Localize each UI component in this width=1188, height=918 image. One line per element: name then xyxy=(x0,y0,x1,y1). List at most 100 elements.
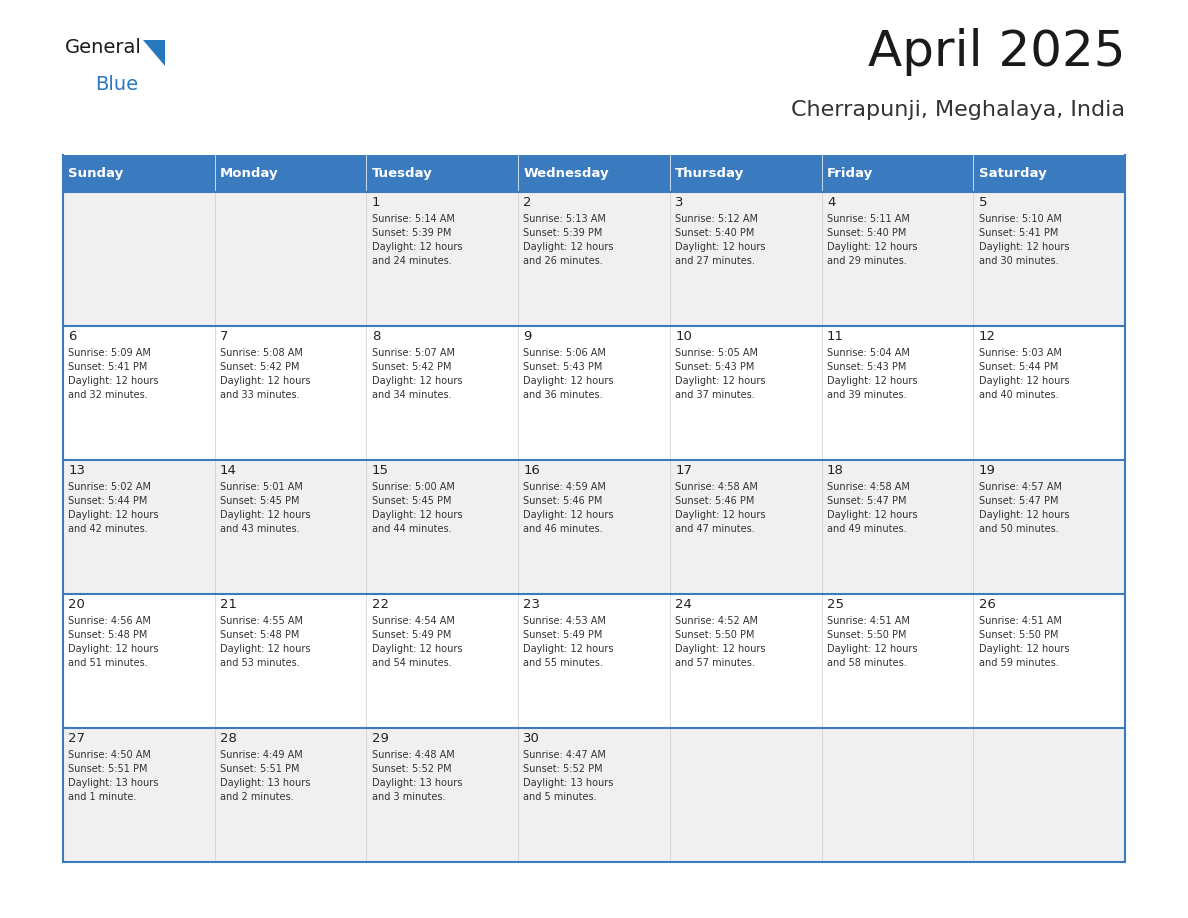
Text: Daylight: 12 hours: Daylight: 12 hours xyxy=(69,644,159,654)
Text: Sunrise: 5:01 AM: Sunrise: 5:01 AM xyxy=(220,482,303,492)
Text: Daylight: 12 hours: Daylight: 12 hours xyxy=(372,644,462,654)
Text: 29: 29 xyxy=(372,732,388,745)
Bar xyxy=(822,594,973,728)
Text: 5: 5 xyxy=(979,196,987,209)
Text: 28: 28 xyxy=(220,732,236,745)
Text: Blue: Blue xyxy=(95,75,138,94)
Text: and 50 minutes.: and 50 minutes. xyxy=(979,524,1059,534)
Bar xyxy=(670,155,822,192)
Text: Daylight: 12 hours: Daylight: 12 hours xyxy=(220,376,310,386)
Text: Daylight: 13 hours: Daylight: 13 hours xyxy=(69,778,159,788)
Text: and 58 minutes.: and 58 minutes. xyxy=(827,658,906,668)
Text: and 2 minutes.: and 2 minutes. xyxy=(220,792,293,802)
Text: Monday: Monday xyxy=(220,167,279,180)
Text: General: General xyxy=(65,38,141,57)
Text: Sunrise: 4:59 AM: Sunrise: 4:59 AM xyxy=(524,482,606,492)
Text: Sunset: 5:45 PM: Sunset: 5:45 PM xyxy=(372,496,451,506)
Text: and 39 minutes.: and 39 minutes. xyxy=(827,390,906,400)
Text: Sunset: 5:42 PM: Sunset: 5:42 PM xyxy=(220,362,299,372)
Bar xyxy=(822,326,973,460)
Text: Sunrise: 5:05 AM: Sunrise: 5:05 AM xyxy=(675,348,758,358)
Bar xyxy=(822,460,973,594)
Text: Sunset: 5:40 PM: Sunset: 5:40 PM xyxy=(827,228,906,238)
Bar xyxy=(215,460,366,594)
Bar xyxy=(973,728,1125,862)
Text: Daylight: 12 hours: Daylight: 12 hours xyxy=(675,644,766,654)
Text: Sunrise: 5:04 AM: Sunrise: 5:04 AM xyxy=(827,348,910,358)
Text: Sunset: 5:47 PM: Sunset: 5:47 PM xyxy=(827,496,906,506)
Text: Sunrise: 4:51 AM: Sunrise: 4:51 AM xyxy=(827,616,910,626)
Text: 15: 15 xyxy=(372,464,388,477)
Text: and 42 minutes.: and 42 minutes. xyxy=(69,524,148,534)
Text: Daylight: 12 hours: Daylight: 12 hours xyxy=(827,644,917,654)
Text: and 54 minutes.: and 54 minutes. xyxy=(372,658,451,668)
Text: Sunset: 5:40 PM: Sunset: 5:40 PM xyxy=(675,228,754,238)
Text: 2: 2 xyxy=(524,196,532,209)
Text: 4: 4 xyxy=(827,196,835,209)
Text: 25: 25 xyxy=(827,598,843,611)
Text: and 1 minute.: and 1 minute. xyxy=(69,792,137,802)
Text: Daylight: 12 hours: Daylight: 12 hours xyxy=(372,510,462,520)
Text: Thursday: Thursday xyxy=(675,167,745,180)
Text: Sunset: 5:52 PM: Sunset: 5:52 PM xyxy=(372,764,451,774)
Text: Daylight: 13 hours: Daylight: 13 hours xyxy=(220,778,310,788)
Text: Saturday: Saturday xyxy=(979,167,1047,180)
Text: Sunrise: 4:47 AM: Sunrise: 4:47 AM xyxy=(524,750,606,760)
Text: Sunset: 5:47 PM: Sunset: 5:47 PM xyxy=(979,496,1059,506)
Text: Sunday: Sunday xyxy=(69,167,124,180)
Text: Daylight: 12 hours: Daylight: 12 hours xyxy=(979,242,1069,252)
Text: 16: 16 xyxy=(524,464,541,477)
Text: and 32 minutes.: and 32 minutes. xyxy=(69,390,148,400)
Text: 13: 13 xyxy=(69,464,86,477)
Text: Sunrise: 4:53 AM: Sunrise: 4:53 AM xyxy=(524,616,606,626)
Text: and 24 minutes.: and 24 minutes. xyxy=(372,256,451,266)
Text: Wednesday: Wednesday xyxy=(524,167,609,180)
Text: Sunset: 5:50 PM: Sunset: 5:50 PM xyxy=(827,630,906,640)
Text: and 5 minutes.: and 5 minutes. xyxy=(524,792,598,802)
Text: Sunrise: 4:57 AM: Sunrise: 4:57 AM xyxy=(979,482,1062,492)
Text: Sunset: 5:46 PM: Sunset: 5:46 PM xyxy=(675,496,754,506)
Text: 11: 11 xyxy=(827,330,843,343)
Text: Sunset: 5:46 PM: Sunset: 5:46 PM xyxy=(524,496,602,506)
Text: Cherrapunji, Meghalaya, India: Cherrapunji, Meghalaya, India xyxy=(791,100,1125,120)
Text: Sunrise: 5:11 AM: Sunrise: 5:11 AM xyxy=(827,214,910,224)
Text: 26: 26 xyxy=(979,598,996,611)
Text: and 44 minutes.: and 44 minutes. xyxy=(372,524,451,534)
Text: Sunset: 5:48 PM: Sunset: 5:48 PM xyxy=(69,630,147,640)
Text: Daylight: 12 hours: Daylight: 12 hours xyxy=(979,510,1069,520)
Text: Sunrise: 5:07 AM: Sunrise: 5:07 AM xyxy=(372,348,455,358)
Text: and 51 minutes.: and 51 minutes. xyxy=(69,658,148,668)
Bar xyxy=(822,155,973,192)
Bar xyxy=(63,326,215,460)
Text: Sunrise: 5:13 AM: Sunrise: 5:13 AM xyxy=(524,214,606,224)
Text: 17: 17 xyxy=(675,464,693,477)
Bar xyxy=(366,192,518,326)
Bar xyxy=(518,192,670,326)
Text: Daylight: 12 hours: Daylight: 12 hours xyxy=(69,510,159,520)
Text: 14: 14 xyxy=(220,464,236,477)
Text: Daylight: 12 hours: Daylight: 12 hours xyxy=(524,376,614,386)
Text: Sunset: 5:43 PM: Sunset: 5:43 PM xyxy=(524,362,602,372)
Text: Friday: Friday xyxy=(827,167,873,180)
Text: Sunrise: 4:58 AM: Sunrise: 4:58 AM xyxy=(827,482,910,492)
Text: Sunrise: 5:03 AM: Sunrise: 5:03 AM xyxy=(979,348,1061,358)
Text: Daylight: 12 hours: Daylight: 12 hours xyxy=(372,242,462,252)
Bar xyxy=(63,728,215,862)
Text: Sunrise: 4:54 AM: Sunrise: 4:54 AM xyxy=(372,616,455,626)
Text: Sunrise: 5:00 AM: Sunrise: 5:00 AM xyxy=(372,482,455,492)
Bar xyxy=(518,594,670,728)
Text: Daylight: 12 hours: Daylight: 12 hours xyxy=(675,376,766,386)
Text: and 53 minutes.: and 53 minutes. xyxy=(220,658,299,668)
Text: Sunrise: 4:52 AM: Sunrise: 4:52 AM xyxy=(675,616,758,626)
Bar xyxy=(366,460,518,594)
Text: 21: 21 xyxy=(220,598,238,611)
Bar xyxy=(518,326,670,460)
Polygon shape xyxy=(143,40,165,66)
Text: Daylight: 12 hours: Daylight: 12 hours xyxy=(524,644,614,654)
Text: and 59 minutes.: and 59 minutes. xyxy=(979,658,1059,668)
Text: Sunrise: 5:14 AM: Sunrise: 5:14 AM xyxy=(372,214,455,224)
Text: Daylight: 12 hours: Daylight: 12 hours xyxy=(827,242,917,252)
Text: Sunrise: 5:10 AM: Sunrise: 5:10 AM xyxy=(979,214,1061,224)
Bar xyxy=(822,728,973,862)
Text: Sunset: 5:44 PM: Sunset: 5:44 PM xyxy=(69,496,147,506)
